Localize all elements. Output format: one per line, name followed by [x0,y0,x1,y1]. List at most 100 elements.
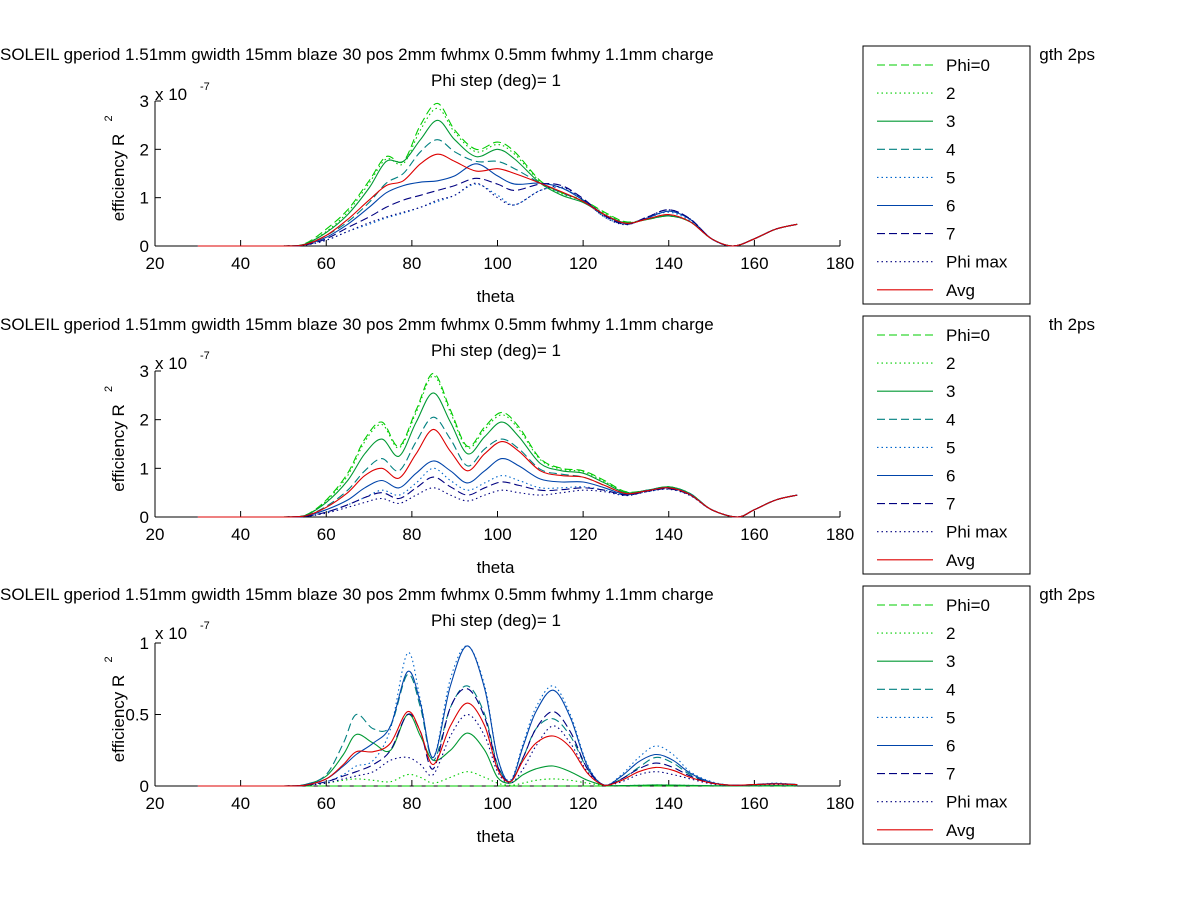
x-tick-label: 20 [146,254,165,273]
x-axis-label: theta [477,558,515,577]
series-line-1 [197,372,798,518]
legend-label: 3 [946,652,955,671]
series-line-8 [197,182,798,247]
legend-label: 7 [946,225,955,244]
x-tick-label: 60 [317,254,336,273]
legend-box [862,315,1031,575]
series-group [197,645,798,787]
legend-label: 5 [946,168,955,187]
series-line-7 [197,476,798,518]
legend-label: 6 [946,197,955,216]
y-exponent-sup: -7 [200,620,210,632]
y-exponent-label: x 10 [155,624,187,643]
legend-label: Avg [946,551,975,570]
series-line-2 [197,107,798,247]
legend-label: Phi max [946,523,1008,542]
subplot-1: SOLEIL gperiod 1.51mm gwidth 15mm blaze … [0,45,1095,306]
chart-title-tail: gth 2ps [1039,585,1095,604]
series-line-3 [197,713,798,787]
legend-label: Phi max [946,793,1008,812]
x-tick-label: 40 [231,525,250,544]
chart-title: SOLEIL gperiod 1.51mm gwidth 15mm blaze … [0,315,714,334]
y-axis-label-sup: 2 [103,115,115,121]
legend: Phi=0 2 3 4 5 6 7 Phi max Avg [862,45,1031,305]
y-axis-label-sup: 2 [103,386,115,392]
x-axis-label: theta [477,827,515,846]
legend-label: Phi=0 [946,326,990,345]
x-tick-label: 80 [402,254,421,273]
legend-label: 4 [946,140,955,159]
x-tick-label: 80 [402,525,421,544]
y-tick-label: 0 [140,237,149,256]
legend-label: 2 [946,354,955,373]
x-tick-label: 160 [740,254,768,273]
x-tick-label: 60 [317,525,336,544]
y-tick-label: 1 [140,459,149,478]
series-group [197,102,798,247]
legend-label: 3 [946,382,955,401]
y-tick-label: 1 [140,189,149,208]
chart-subtitle: Phi step (deg)= 1 [431,341,561,360]
legend-label: Phi max [946,253,1008,272]
chart-title: SOLEIL gperiod 1.51mm gwidth 15mm blaze … [0,45,714,64]
series-line-9 [197,702,798,787]
series-line-6 [197,645,798,787]
y-tick-label: 3 [140,92,149,111]
y-exponent-label: x 10 [155,354,187,373]
legend-label: 6 [946,467,955,486]
y-tick-label: 0.5 [125,706,149,725]
chart-title-tail: th 2ps [1049,315,1095,334]
legend-label: 7 [946,495,955,514]
x-tick-label: 60 [317,794,336,813]
y-axis-label: efficiency R [109,404,128,492]
legend-box [862,45,1031,305]
x-tick-label: 180 [826,794,854,813]
series-line-4 [197,139,798,247]
legend-label: 5 [946,708,955,727]
chart-subtitle: Phi step (deg)= 1 [431,611,561,630]
series-line-7 [197,177,798,247]
x-tick-label: 20 [146,794,165,813]
legend-label: 5 [946,438,955,457]
y-exponent-sup: -7 [200,350,210,362]
legend-label: 2 [946,624,955,643]
y-tick-label: 1 [140,634,149,653]
y-tick-label: 2 [140,140,149,159]
y-tick-label: 0 [140,777,149,796]
legend-box [862,585,1031,845]
x-tick-label: 180 [826,254,854,273]
x-tick-label: 40 [231,254,250,273]
x-tick-label: 140 [655,254,683,273]
legend-label: 7 [946,765,955,784]
x-tick-label: 100 [483,794,511,813]
chart-title: SOLEIL gperiod 1.51mm gwidth 15mm blaze … [0,585,714,604]
legend-label: Phi=0 [946,56,990,75]
y-exponent-sup: -7 [200,81,210,93]
subplot-2: SOLEIL gperiod 1.51mm gwidth 15mm blaze … [0,315,1095,577]
series-line-5 [197,645,798,787]
x-tick-label: 140 [655,794,683,813]
legend-label: Avg [946,821,975,840]
x-tick-label: 120 [569,794,597,813]
subplots: SOLEIL gperiod 1.51mm gwidth 15mm blaze … [0,45,1095,846]
y-axis-label-sup: 2 [103,656,115,662]
x-tick-label: 180 [826,525,854,544]
legend-label: Phi=0 [946,596,990,615]
x-tick-label: 120 [569,525,597,544]
x-tick-label: 80 [402,794,421,813]
series-line-9 [197,153,798,247]
x-tick-label: 160 [740,525,768,544]
x-axis-label: theta [477,287,515,306]
series-group [197,372,798,518]
y-axis-label: efficiency R [109,675,128,763]
y-tick-label: 2 [140,411,149,430]
series-line-9 [197,428,798,518]
legend-label: 2 [946,84,955,103]
y-exponent-label: x 10 [155,85,187,104]
x-tick-label: 160 [740,794,768,813]
y-tick-label: 0 [140,508,149,527]
legend: Phi=0 2 3 4 5 6 7 Phi max Avg [862,315,1031,575]
legend-label: 4 [946,410,955,429]
chart-title-tail: gth 2ps [1039,45,1095,64]
